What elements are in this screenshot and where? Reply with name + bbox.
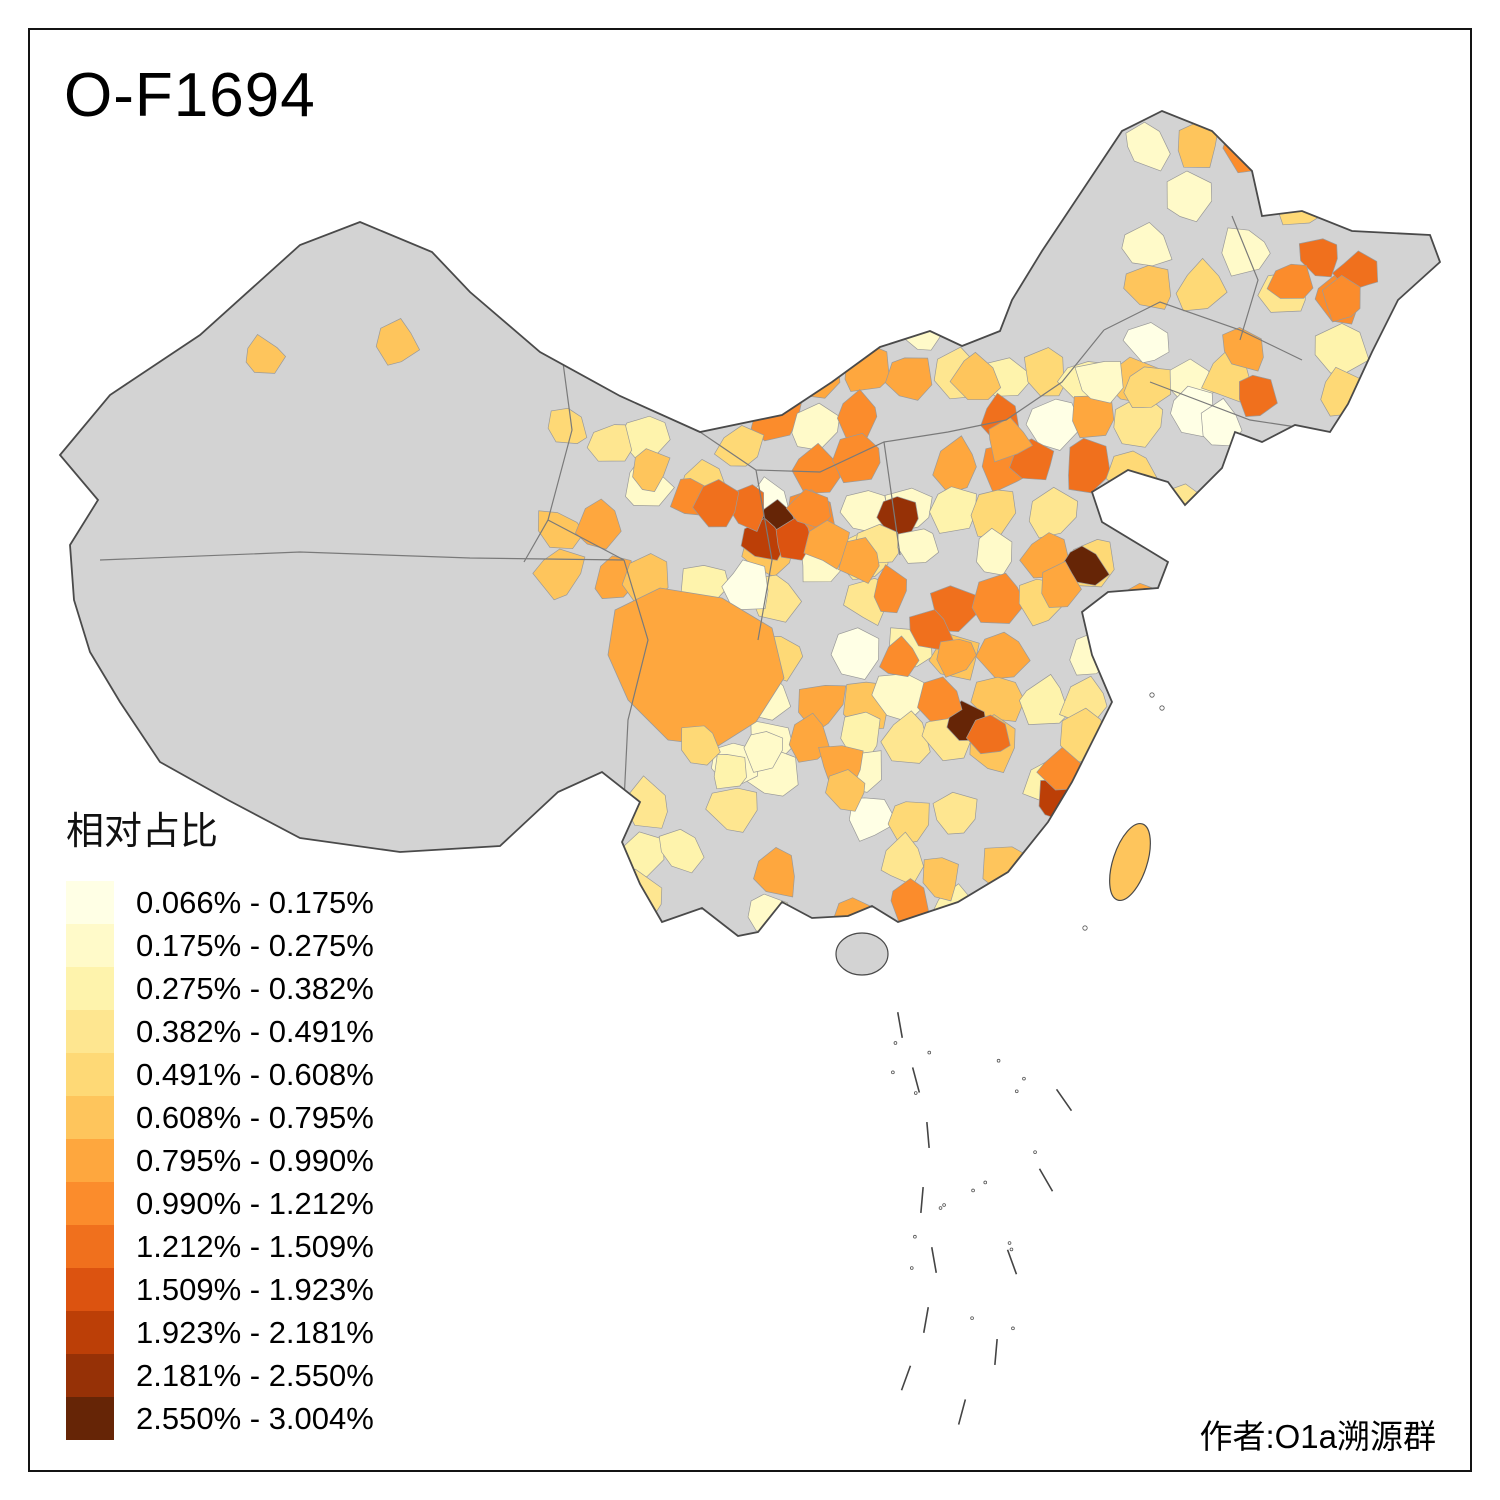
legend-title: 相对占比: [66, 811, 219, 853]
legend-swatch: [66, 924, 114, 967]
legend-label: 2.550% - 3.004%: [136, 1400, 374, 1436]
legend-row: 0.608% - 0.795%: [66, 1096, 374, 1139]
legend-row: 0.175% - 0.275%: [66, 924, 374, 967]
legend-label: 0.275% - 0.382%: [136, 970, 374, 1006]
legend-label: 0.608% - 0.795%: [136, 1099, 374, 1135]
legend-row: 0.990% - 1.212%: [66, 1182, 374, 1225]
legend-label: 0.795% - 0.990%: [136, 1142, 374, 1178]
legend-row: 0.382% - 0.491%: [66, 1010, 374, 1053]
legend-label: 1.212% - 1.509%: [136, 1228, 374, 1264]
legend-swatch: [66, 881, 114, 924]
legend-swatch: [66, 1053, 114, 1096]
legend-row: 1.923% - 2.181%: [66, 1311, 374, 1354]
legend-row: 0.066% - 0.175%: [66, 881, 374, 924]
legend-label: 2.181% - 2.550%: [136, 1357, 374, 1393]
legend-row: 2.181% - 2.550%: [66, 1354, 374, 1397]
legend-row: 0.795% - 0.990%: [66, 1139, 374, 1182]
legend-label: 0.491% - 0.608%: [136, 1056, 374, 1092]
legend-swatch: [66, 1096, 114, 1139]
legend-label: 0.382% - 0.491%: [136, 1013, 374, 1049]
legend-row: 1.509% - 1.923%: [66, 1268, 374, 1311]
legend-label: 1.923% - 2.181%: [136, 1314, 374, 1350]
author-credit: 作者:O1a溯源群: [1199, 1418, 1436, 1455]
legend-row: 0.491% - 0.608%: [66, 1053, 374, 1096]
legend-label: 1.509% - 1.923%: [136, 1271, 374, 1307]
legend-swatch: [66, 1354, 114, 1397]
legend-row: 1.212% - 1.509%: [66, 1225, 374, 1268]
legend-swatch: [66, 1268, 114, 1311]
legend-swatch: [66, 1010, 114, 1053]
islands: [835, 692, 1165, 976]
legend-swatch: [66, 1225, 114, 1268]
legend-row: 2.550% - 3.004%: [66, 1397, 374, 1440]
legend-swatch: [66, 1182, 114, 1225]
legend-rows: 0.066% - 0.175% 0.175% - 0.275% 0.275% - 0…: [66, 881, 374, 1440]
legend-label: 0.066% - 0.175%: [136, 884, 374, 920]
china-outline: [58, 110, 1442, 937]
legend-swatch: [66, 967, 114, 1010]
legend: 相对占比 0.066% - 0.175% 0.175% - 0.275% 0.275…: [66, 800, 374, 1440]
legend-swatch: [66, 1311, 114, 1354]
south-china-sea-dashes: [891, 1012, 1073, 1425]
legend-row: 0.275% - 0.382%: [66, 967, 374, 1010]
legend-label: 0.175% - 0.275%: [136, 927, 374, 963]
legend-swatch: [66, 1397, 114, 1440]
legend-label: 0.990% - 1.212%: [136, 1185, 374, 1221]
map-title: O-F1694: [64, 61, 316, 130]
legend-swatch: [66, 1139, 114, 1182]
